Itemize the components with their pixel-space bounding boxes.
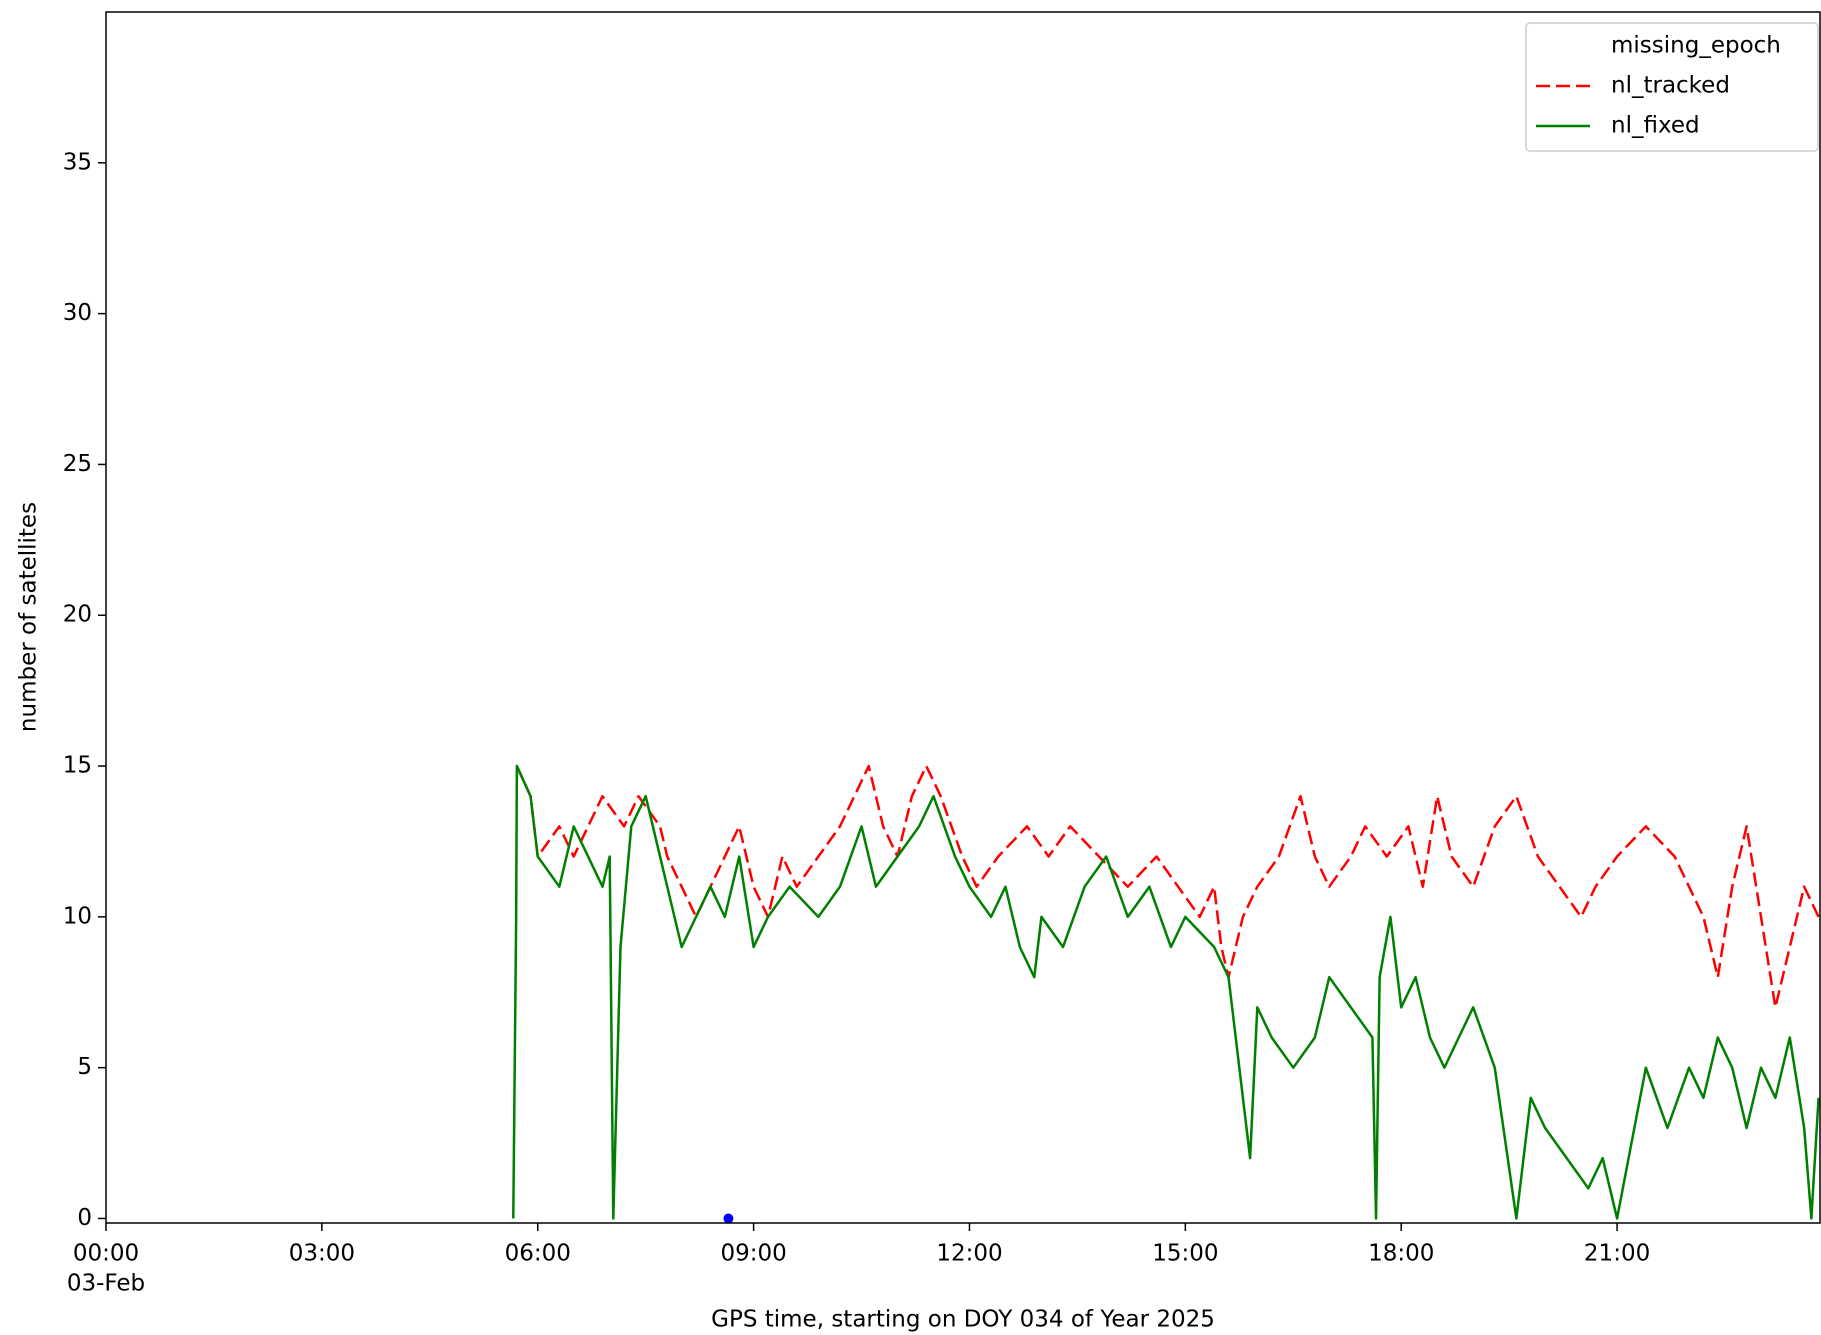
y-tick-label: 20 [63, 602, 92, 628]
x-tick-label: 00:00 [73, 1241, 139, 1267]
x-tick-label: 15:00 [1152, 1241, 1218, 1267]
legend-label: missing_epoch [1611, 33, 1781, 59]
y-tick-label: 25 [63, 451, 92, 477]
y-tick-label: 10 [63, 903, 92, 929]
x-tick-label: 18:00 [1368, 1241, 1434, 1267]
x-tick-label: 09:00 [720, 1241, 786, 1267]
y-tick-label: 0 [77, 1205, 92, 1231]
plot-frame [105, 11, 1821, 1224]
y-tick-label: 5 [77, 1054, 92, 1080]
series-line [515, 764, 1820, 1009]
y-tick-label: 15 [63, 753, 92, 779]
x-tick-label: 12:00 [936, 1241, 1002, 1267]
legend-label: nl_fixed [1611, 113, 1700, 139]
y-tick-label: 30 [63, 300, 92, 326]
y-tick-label: 35 [63, 149, 92, 175]
x-tick-label: 03:00 [289, 1241, 355, 1267]
legend-box [1525, 22, 1819, 152]
series-line [512, 764, 1820, 1220]
missing-epoch-marker [723, 1213, 734, 1224]
x-date-label: 03-Feb [67, 1271, 145, 1297]
x-tick-label: 06:00 [505, 1241, 571, 1267]
legend-label: nl_tracked [1611, 73, 1730, 99]
y-axis-label: number of satellites [16, 502, 42, 732]
x-tick-label: 21:00 [1584, 1241, 1650, 1267]
x-axis-label: GPS time, starting on DOY 034 of Year 20… [711, 1307, 1215, 1333]
